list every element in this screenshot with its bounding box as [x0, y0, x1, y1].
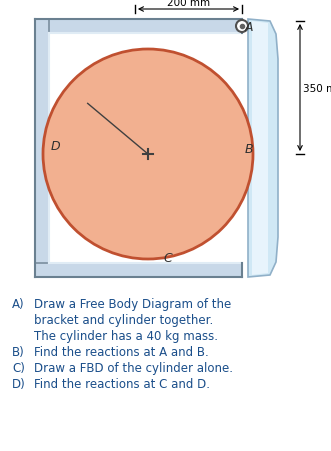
Text: B): B): [12, 345, 25, 358]
Text: B: B: [245, 143, 254, 156]
Text: D): D): [12, 377, 26, 390]
Circle shape: [43, 50, 253, 259]
Text: Find the reactions at C and D.: Find the reactions at C and D.: [34, 377, 210, 390]
Text: D: D: [51, 140, 61, 153]
Text: Draw a Free Body Diagram of the: Draw a Free Body Diagram of the: [34, 297, 231, 310]
Bar: [35, 263, 242, 277]
Text: 200 mm: 200 mm: [91, 177, 135, 187]
Text: Find the reactions at A and B.: Find the reactions at A and B.: [34, 345, 209, 358]
Polygon shape: [252, 22, 268, 276]
Text: The cylinder has a 40 kg mass.: The cylinder has a 40 kg mass.: [34, 329, 218, 342]
Circle shape: [236, 21, 248, 33]
Text: A: A: [245, 21, 254, 34]
Text: A): A): [12, 297, 24, 310]
Text: bracket and cylinder together.: bracket and cylinder together.: [34, 313, 213, 326]
Text: 350 mm: 350 mm: [303, 83, 331, 93]
Bar: [35, 20, 242, 34]
Text: 200 mm: 200 mm: [167, 0, 210, 8]
Polygon shape: [248, 20, 278, 277]
Text: Draw a FBD of the cylinder alone.: Draw a FBD of the cylinder alone.: [34, 361, 233, 374]
Bar: [35, 20, 49, 277]
Text: C): C): [12, 361, 25, 374]
Text: C: C: [163, 252, 172, 264]
